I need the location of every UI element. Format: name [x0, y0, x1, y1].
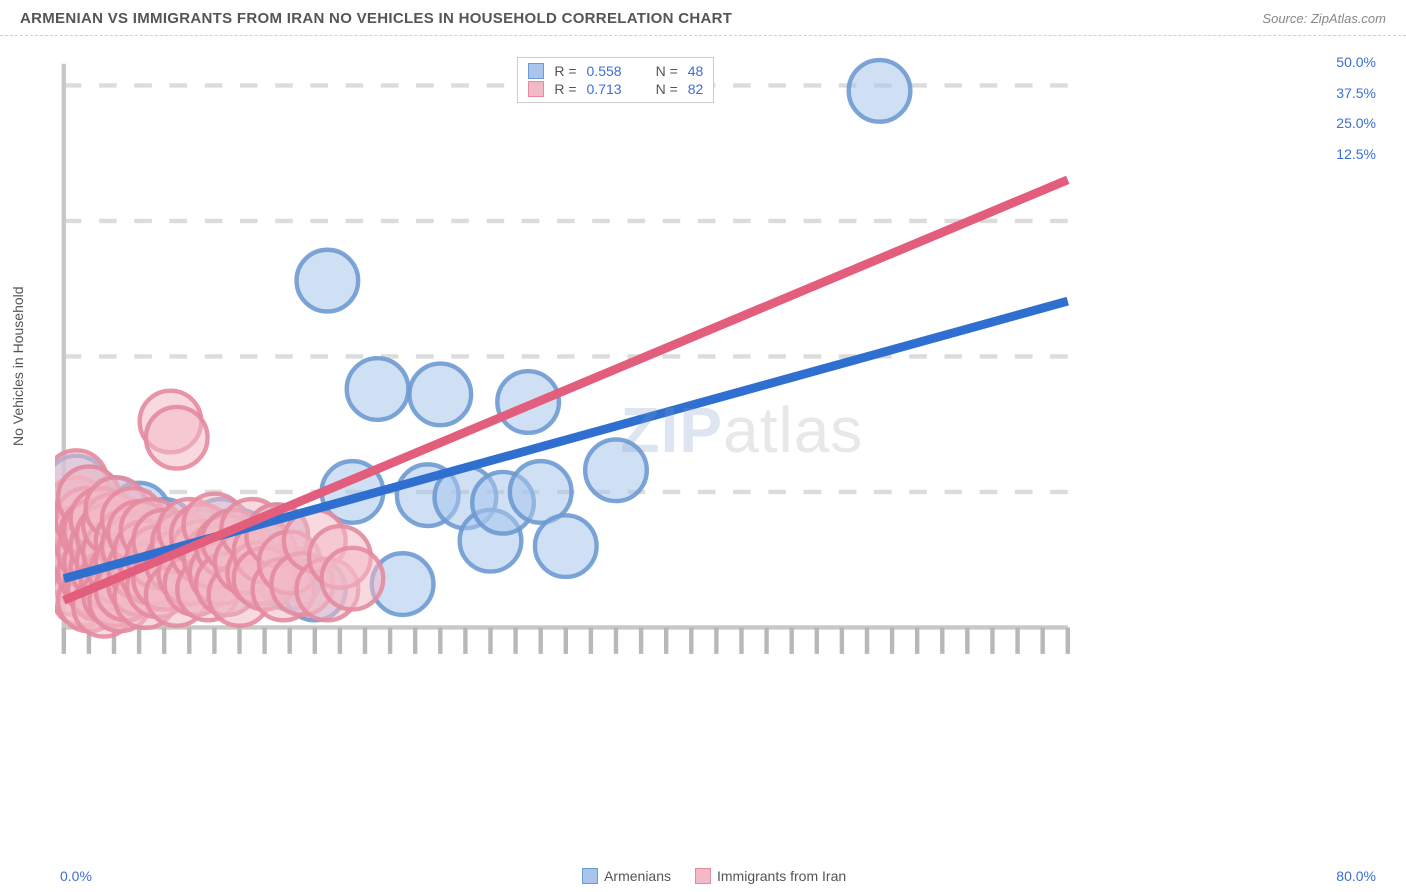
- legend-swatch: [582, 868, 598, 884]
- x-axis-max-label: 80.0%: [1336, 868, 1376, 884]
- legend-swatch: [695, 868, 711, 884]
- n-value: 48: [688, 63, 704, 79]
- y-tick-label: 37.5%: [1336, 85, 1376, 101]
- y-tick-label: 12.5%: [1336, 146, 1376, 162]
- legend-item: Immigrants from Iran: [695, 868, 846, 884]
- n-label: N =: [656, 63, 678, 79]
- source-label: Source:: [1262, 11, 1307, 26]
- legend-label: Immigrants from Iran: [717, 868, 846, 884]
- source-value: ZipAtlas.com: [1311, 11, 1386, 26]
- chart-source: Source: ZipAtlas.com: [1262, 11, 1386, 26]
- legend-item: Armenians: [582, 868, 671, 884]
- x-axis-origin-label: 0.0%: [60, 868, 92, 884]
- n-value: 82: [688, 81, 704, 97]
- series-swatch: [528, 81, 544, 97]
- r-value: 0.713: [587, 81, 622, 97]
- y-tick-label: 50.0%: [1336, 54, 1376, 70]
- chart-plot-area: ZIPatlas R =0.558N =48R =0.713N =82 12.5…: [55, 55, 1376, 837]
- correlation-stats-box: R = 0.558 N = 48 R = 0.713 N = 82: [517, 57, 714, 103]
- y-axis-label: No Vehicles in Household: [10, 286, 26, 446]
- series-swatch: [528, 63, 544, 79]
- chart-title: ARMENIAN VS IMMIGRANTS FROM IRAN NO VEHI…: [20, 10, 732, 27]
- y-tick-label: 25.0%: [1336, 115, 1376, 131]
- stats-row: R = 0.558 N = 48: [528, 62, 703, 80]
- r-label: R =: [554, 81, 576, 97]
- chart-header: ARMENIAN VS IMMIGRANTS FROM IRAN NO VEHI…: [0, 0, 1406, 36]
- r-label: R =: [554, 63, 576, 79]
- legend-bottom: Armenians Immigrants from Iran: [582, 868, 846, 884]
- stats-row: R = 0.713 N = 82: [528, 80, 703, 98]
- chart-footer: 0.0% Armenians Immigrants from Iran 80.0%: [0, 868, 1406, 884]
- scatter-plot-svg: [55, 55, 1376, 716]
- r-value: 0.558: [587, 63, 622, 79]
- legend-label: Armenians: [604, 868, 671, 884]
- n-label: N =: [656, 81, 678, 97]
